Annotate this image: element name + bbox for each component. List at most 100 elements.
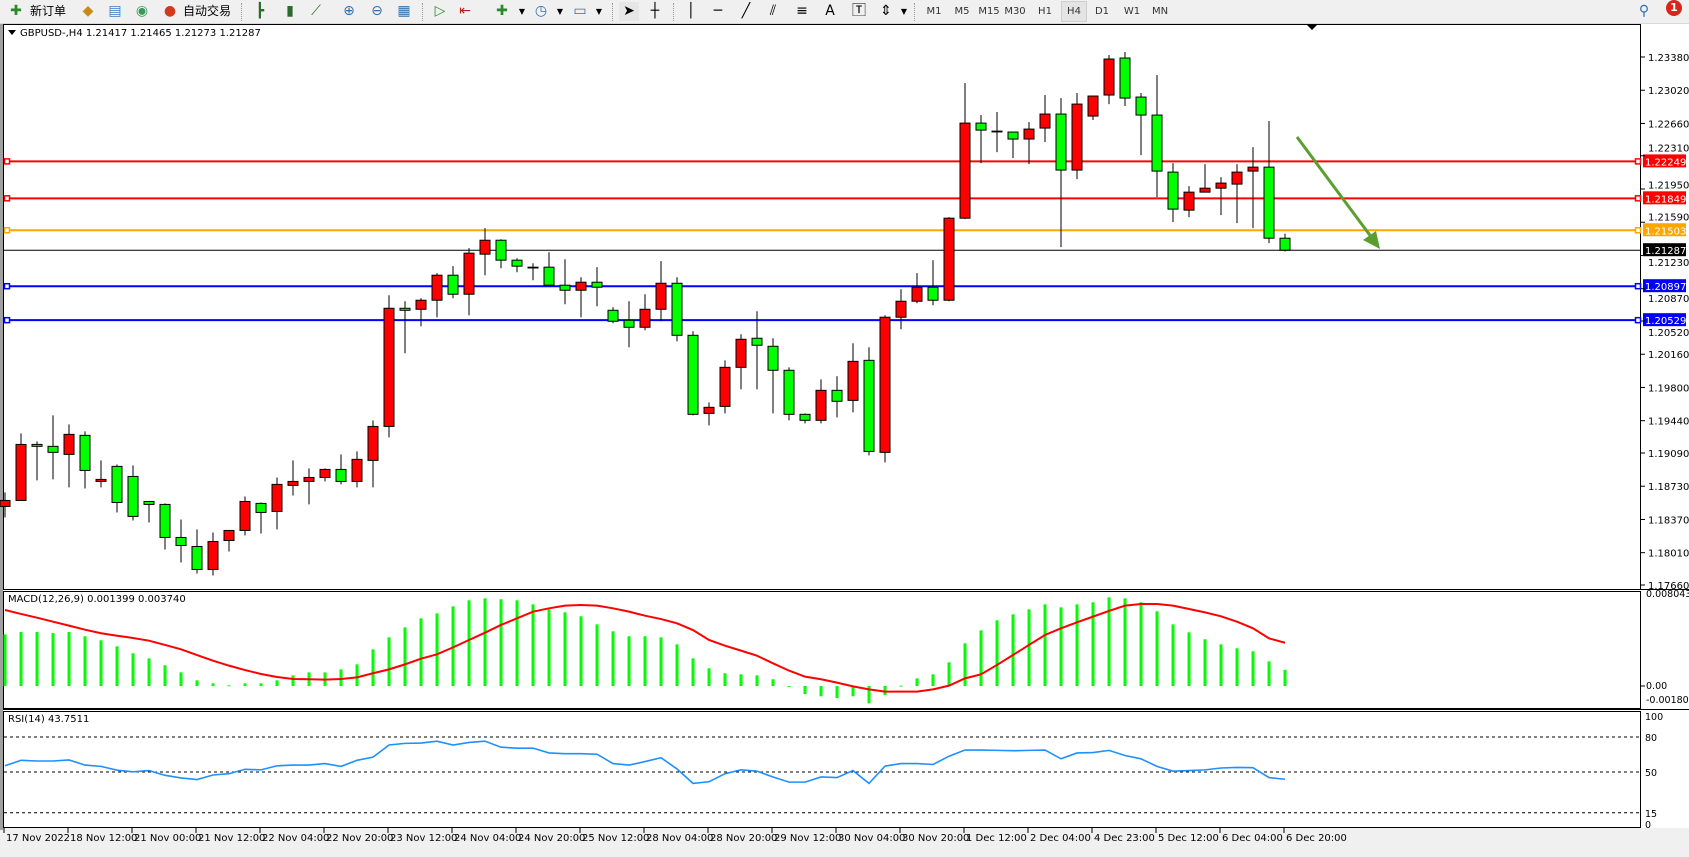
candle-body [111,465,123,503]
candle [687,331,699,416]
level-handle-left [3,316,11,324]
zoom-out-icon[interactable]: ⊖ [371,3,383,19]
macd-histogram-bar [435,613,439,686]
toolbar-separator [422,3,424,21]
timeframe-mn[interactable]: MN [1151,6,1169,17]
indicators-icon[interactable]: ✚ [496,3,508,19]
candle [495,239,507,269]
timeframe-h1[interactable]: H1 [1038,6,1052,17]
arrows-icon[interactable]: ⇕ [880,3,892,19]
level-price-tag [1643,223,1686,237]
timeframe-m15[interactable]: M15 [978,6,1000,17]
candle [623,301,635,348]
macd-histogram-bar [243,683,247,686]
candle [383,295,395,438]
symbol-menu-triangle-icon[interactable] [8,30,16,35]
candle-body [255,502,267,513]
timeframe-h4[interactable]: H4 [1061,1,1087,22]
timeframe-w1[interactable]: W1 [1123,6,1141,17]
candle [319,468,331,482]
crosshair-icon[interactable]: ┼ [650,3,660,19]
macd-histogram-bar [1107,597,1111,686]
time-tick-label: 29 Nov 12:00 [774,833,841,844]
periods-icon[interactable]: ◷ [534,3,548,19]
periods-dropdown-icon[interactable]: ▼ [556,7,564,16]
time-tick-label: 30 Nov 20:00 [902,833,969,844]
candle-body [575,281,587,291]
candle-body [911,286,923,302]
candle-body [335,468,347,482]
templates-dropdown-icon[interactable]: ▼ [595,7,603,16]
auto-trading-button[interactable]: 自动交易 [183,4,232,18]
candle [959,83,971,220]
tile-windows-icon[interactable]: ▦ [397,3,411,19]
bar-chart-icon[interactable]: ┣ [255,3,265,19]
cursor-icon[interactable]: ➤ [619,2,639,21]
time-tick-label: 6 Dec 04:00 [1222,833,1283,844]
candle-body [399,307,411,311]
navigator-icon[interactable]: ◉ [135,3,149,19]
macd-histogram-bar [67,632,71,686]
chart-background [3,24,1689,828]
fibonacci-icon[interactable]: ≡ [796,3,808,19]
level-handle-right [1634,227,1642,234]
auto-scroll-icon[interactable]: ▷ [434,3,446,19]
macd-histogram-bar [963,643,967,686]
level-price-label: 1.20897 [1645,282,1686,293]
text-label-icon[interactable]: 🅃 [852,3,866,19]
candle [479,228,491,276]
horizontal-line-icon[interactable]: ─ [713,3,723,19]
arrow-head-icon [1363,231,1380,249]
timeframe-m5[interactable]: M5 [954,6,970,17]
chart-shift-icon[interactable]: ⇤ [459,3,471,19]
new-order-icon[interactable]: ✚ [10,3,22,19]
notification-badge[interactable]: 1 [1666,0,1682,16]
price-tick-label: 1.22310 [1648,143,1689,154]
candlestick-chart-icon[interactable]: ▮ [286,3,294,19]
candle-body [207,541,219,570]
macd-label: MACD(12,26,9) 0.001399 0.003740 [8,594,186,605]
candle-body [1055,113,1067,171]
price-tick-label: 1.20160 [1648,350,1689,361]
macd-histogram-bar [51,633,55,686]
search-icon[interactable]: ⚲ [1638,3,1650,19]
auto-trading-icon[interactable]: ● [163,3,177,19]
text-icon[interactable]: A [825,3,835,19]
arrows-dropdown-icon[interactable]: ▼ [900,7,908,16]
macd-histogram-bar [403,627,407,686]
candle [207,532,219,576]
timeframe-d1[interactable]: D1 [1094,6,1110,17]
time-tick-label: 23 Nov 12:00 [390,833,457,844]
vertical-line-icon[interactable]: │ [686,3,696,19]
macd-histogram-bar [1075,604,1079,686]
candle-body [527,266,539,269]
line-chart-icon[interactable]: ⟋ [311,3,321,19]
chart-shift-marker-icon[interactable] [1306,24,1318,30]
new-order-button[interactable]: 新订单 [30,4,67,18]
candle-body [95,478,107,482]
price-tick-label: 1.21950 [1648,180,1689,191]
candle-body [271,483,283,512]
market-watch-icon[interactable]: ◆ [82,3,94,19]
trendline-icon[interactable]: ╱ [741,3,751,19]
data-window-icon[interactable]: ▤ [108,3,122,19]
candle [303,468,315,505]
candle-body [1247,166,1259,172]
templates-icon[interactable]: ▭ [573,3,587,19]
candle [847,343,859,413]
candle-body [847,360,859,401]
timeframe-m1[interactable]: M1 [926,6,942,17]
indicators-dropdown-icon[interactable]: ▼ [518,7,526,16]
annotation-arrow[interactable] [1295,136,1380,249]
level-handle-right [1634,282,1642,290]
macd-histogram-bar [1059,607,1063,686]
timeframe-m30[interactable]: M30 [1004,6,1026,17]
time-tick-label: 21 Nov 00:00 [134,833,201,844]
macd-histogram-bar [1091,602,1095,686]
equidistant-channel-icon[interactable]: ⫽ [769,3,777,19]
macd-histogram-bar [691,658,695,686]
candle [63,424,75,488]
zoom-in-icon[interactable]: ⊕ [343,3,355,19]
macd-histogram-bar [211,683,215,686]
